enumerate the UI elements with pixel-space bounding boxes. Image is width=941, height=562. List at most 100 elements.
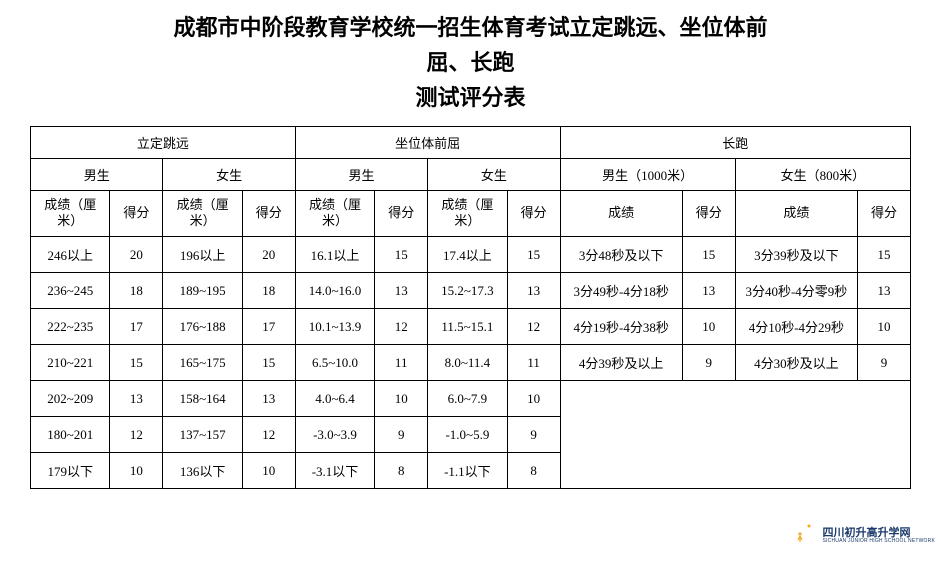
cell-run_m_score: 10: [682, 309, 735, 345]
header-sit-m-result: 成绩（厘米）: [295, 190, 374, 237]
cell-jump_f_result: 158~164: [163, 381, 242, 417]
cell-jump_m_score: 12: [110, 417, 163, 453]
cell-run_f_result: [735, 381, 857, 417]
header-sit-m-score: 得分: [375, 190, 428, 237]
page-title-line3: 测试评分表: [30, 80, 911, 115]
cell-sit_f_score: 10: [507, 381, 560, 417]
cell-sit_f_score: 12: [507, 309, 560, 345]
cell-sit_m_score: 15: [375, 237, 428, 273]
cell-run_m_result: 3分49秒-4分18秒: [560, 273, 682, 309]
header-jump-f-score: 得分: [242, 190, 295, 237]
cell-sit_m_result: -3.1以下: [295, 453, 374, 489]
cell-sit_f_score: 13: [507, 273, 560, 309]
cell-sit_f_score: 11: [507, 345, 560, 381]
cell-sit_f_score: 9: [507, 417, 560, 453]
cell-run_m_result: [560, 453, 682, 489]
cell-run_m_result: [560, 381, 682, 417]
cell-run_f_score: [857, 381, 910, 417]
cell-run_f_score: 9: [857, 345, 910, 381]
site-logo: 四川初升高升学网 SICHUAN JUNIOR HIGH SCHOOL NETW…: [787, 520, 935, 552]
cell-run_m_result: 4分19秒-4分38秒: [560, 309, 682, 345]
cell-jump_m_result: 210~221: [31, 345, 110, 381]
header-run-male: 男生（1000米）: [560, 158, 735, 190]
cell-sit_m_result: 16.1以上: [295, 237, 374, 273]
header-sit-male: 男生: [295, 158, 427, 190]
table-row: 236~24518189~1951814.0~16.01315.2~17.313…: [31, 273, 911, 309]
header-run-f-score: 得分: [857, 190, 910, 237]
cell-run_f_score: [857, 453, 910, 489]
cell-sit_m_result: 10.1~13.9: [295, 309, 374, 345]
header-jump-f-result: 成绩（厘米）: [163, 190, 242, 237]
cell-sit_m_result: 6.5~10.0: [295, 345, 374, 381]
cell-jump_m_result: 179以下: [31, 453, 110, 489]
cell-jump_f_score: 13: [242, 381, 295, 417]
scoring-table: 立定跳远 坐位体前屈 长跑 男生 女生 男生 女生 男生（1000米） 女生（8…: [30, 126, 911, 490]
header-jump-male: 男生: [31, 158, 163, 190]
page-title-line2: 屈、长跑: [30, 45, 911, 80]
cell-jump_f_result: 189~195: [163, 273, 242, 309]
cell-run_f_score: 15: [857, 237, 910, 273]
header-jump-m-score: 得分: [110, 190, 163, 237]
cell-jump_f_score: 15: [242, 345, 295, 381]
cell-sit_f_result: 8.0~11.4: [428, 345, 507, 381]
logo-text-container: 四川初升高升学网 SICHUAN JUNIOR HIGH SCHOOL NETW…: [823, 527, 935, 545]
page-title-line1: 成都市中阶段教育学校统一招生体育考试立定跳远、坐位体前: [30, 10, 911, 45]
cell-run_f_score: 13: [857, 273, 910, 309]
cell-jump_m_result: 236~245: [31, 273, 110, 309]
cell-run_f_result: 4分30秒及以上: [735, 345, 857, 381]
cell-jump_f_result: 196以上: [163, 237, 242, 273]
logo-text-sub: SICHUAN JUNIOR HIGH SCHOOL NETWORK: [823, 539, 935, 545]
header-run-female: 女生（800米）: [735, 158, 910, 190]
cell-run_m_score: [682, 381, 735, 417]
cell-run_f_score: [857, 417, 910, 453]
table-row: 210~22115165~175156.5~10.0118.0~11.4114分…: [31, 345, 911, 381]
header-jump-m-result: 成绩（厘米）: [31, 190, 110, 237]
header-sit-group: 坐位体前屈: [295, 126, 560, 158]
header-run-m-score: 得分: [682, 190, 735, 237]
header-jump-group: 立定跳远: [31, 126, 296, 158]
cell-run_m_score: [682, 417, 735, 453]
cell-sit_m_result: -3.0~3.9: [295, 417, 374, 453]
cell-run_f_score: 10: [857, 309, 910, 345]
cell-jump_m_result: 202~209: [31, 381, 110, 417]
cell-sit_f_result: -1.0~5.9: [428, 417, 507, 453]
table-row: 246以上20196以上2016.1以上1517.4以上153分48秒及以下15…: [31, 237, 911, 273]
logo-crescent-icon: [787, 520, 819, 552]
cell-run_m_score: 13: [682, 273, 735, 309]
cell-run_f_result: 3分39秒及以下: [735, 237, 857, 273]
header-sit-female: 女生: [428, 158, 560, 190]
cell-jump_f_result: 176~188: [163, 309, 242, 345]
cell-jump_m_score: 15: [110, 345, 163, 381]
cell-sit_f_result: -1.1以下: [428, 453, 507, 489]
cell-jump_m_result: 180~201: [31, 417, 110, 453]
cell-sit_m_score: 12: [375, 309, 428, 345]
cell-sit_m_result: 14.0~16.0: [295, 273, 374, 309]
cell-run_f_result: 4分10秒-4分29秒: [735, 309, 857, 345]
cell-jump_f_result: 137~157: [163, 417, 242, 453]
cell-jump_f_score: 12: [242, 417, 295, 453]
header-row-1: 立定跳远 坐位体前屈 长跑: [31, 126, 911, 158]
header-jump-female: 女生: [163, 158, 295, 190]
cell-run_f_result: [735, 417, 857, 453]
cell-jump_f_result: 165~175: [163, 345, 242, 381]
cell-jump_m_score: 10: [110, 453, 163, 489]
cell-jump_m_result: 246以上: [31, 237, 110, 273]
cell-jump_m_result: 222~235: [31, 309, 110, 345]
cell-jump_f_result: 136以下: [163, 453, 242, 489]
cell-sit_m_score: 13: [375, 273, 428, 309]
cell-run_m_result: 3分48秒及以下: [560, 237, 682, 273]
cell-run_m_result: [560, 417, 682, 453]
cell-jump_m_score: 13: [110, 381, 163, 417]
cell-jump_m_score: 18: [110, 273, 163, 309]
cell-run_m_score: 15: [682, 237, 735, 273]
header-run-m-result: 成绩: [560, 190, 682, 237]
cell-run_m_score: [682, 453, 735, 489]
table-body: 246以上20196以上2016.1以上1517.4以上153分48秒及以下15…: [31, 237, 911, 489]
table-row: 179以下10136以下10-3.1以下8-1.1以下8: [31, 453, 911, 489]
cell-run_m_score: 9: [682, 345, 735, 381]
cell-jump_f_score: 18: [242, 273, 295, 309]
cell-sit_m_score: 8: [375, 453, 428, 489]
cell-sit_m_result: 4.0~6.4: [295, 381, 374, 417]
cell-sit_f_result: 6.0~7.9: [428, 381, 507, 417]
table-row: 222~23517176~1881710.1~13.91211.5~15.112…: [31, 309, 911, 345]
